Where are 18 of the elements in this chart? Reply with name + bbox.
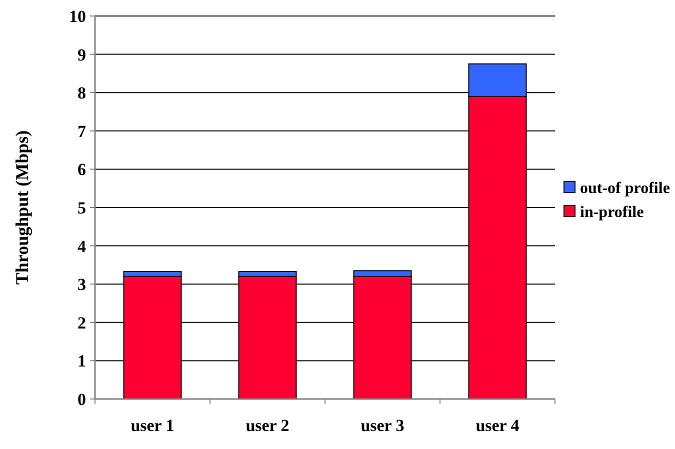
y-tick-label: 2 <box>78 313 86 332</box>
y-tick-label: 4 <box>78 236 86 256</box>
x-tick-label: user 1 <box>130 416 174 435</box>
y-tick-label: 1 <box>78 352 86 371</box>
x-tick-label: user 4 <box>476 416 520 435</box>
y-tick-label: 6 <box>78 160 86 180</box>
legend-label: out-of profile <box>580 180 670 198</box>
y-tick-label: 9 <box>78 45 86 64</box>
x-tick-label: user 2 <box>246 416 290 435</box>
y-tick-label: 10 <box>69 6 86 26</box>
y-axis-title: Throughput (Mbps) <box>12 130 32 285</box>
y-tick-label: 3 <box>78 275 86 294</box>
y-tick-label: 5 <box>78 198 86 218</box>
y-tick-label: 0 <box>78 390 86 409</box>
x-tick-label: user 3 <box>360 416 404 435</box>
legend-label: in-profile <box>580 204 644 222</box>
y-tick-label: 8 <box>78 84 86 103</box>
y-tick-label: 7 <box>78 122 86 141</box>
